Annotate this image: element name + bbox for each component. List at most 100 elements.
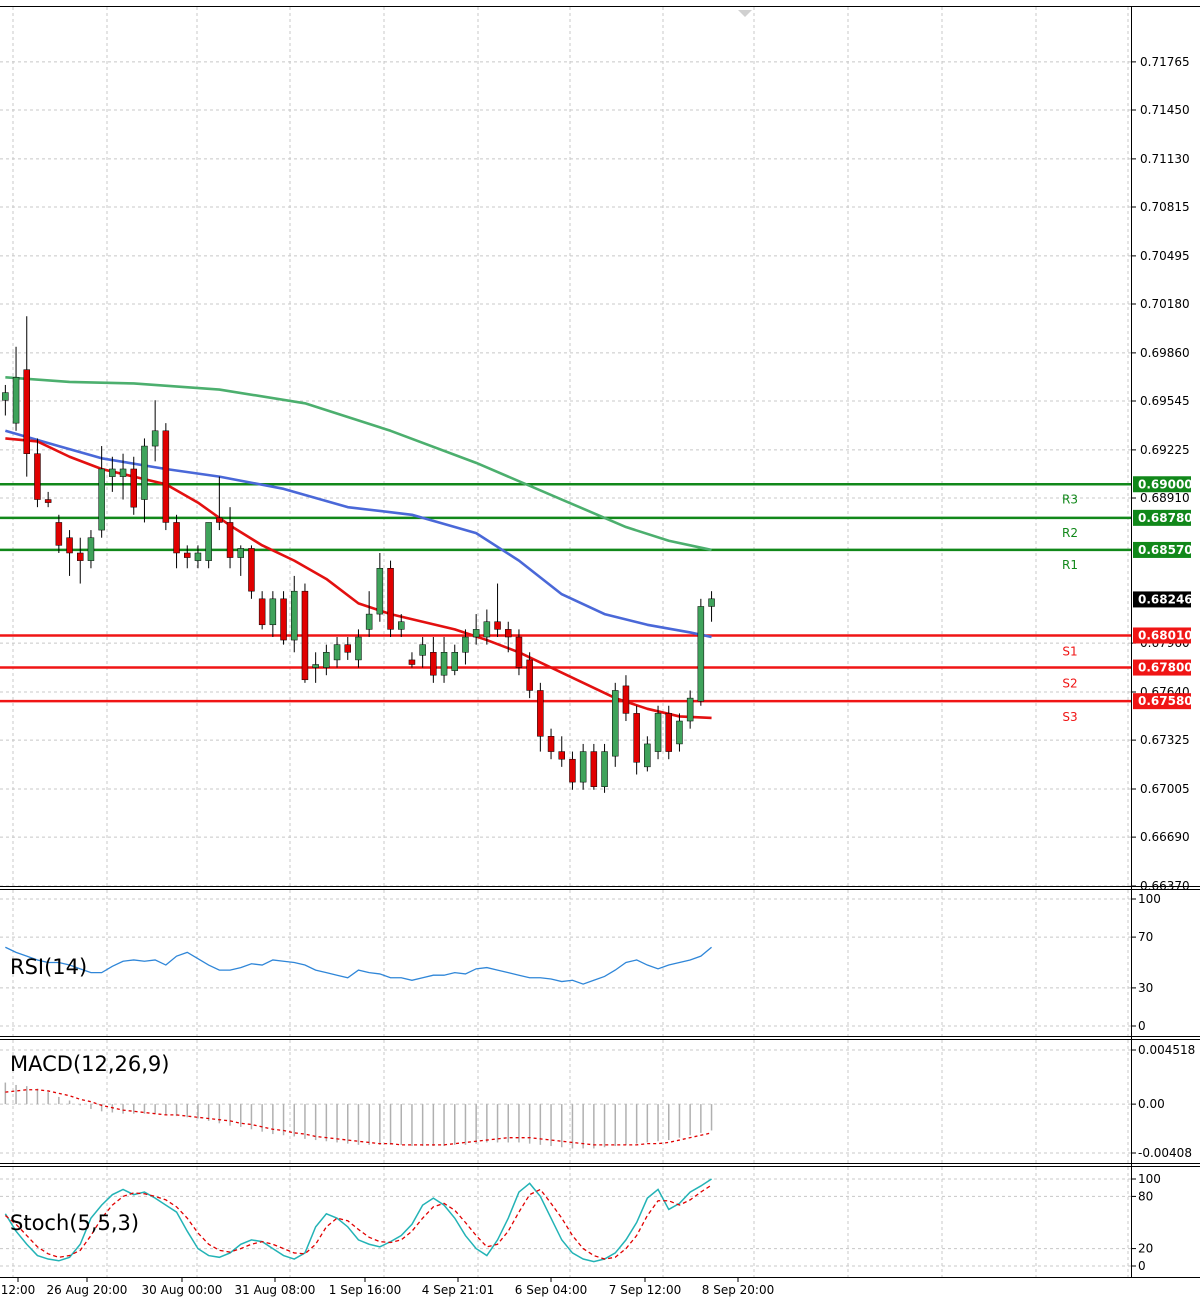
candle-body-bear bbox=[537, 690, 544, 737]
candle-body-bull bbox=[205, 522, 212, 561]
pane-tick-label: 100 bbox=[1138, 1172, 1161, 1186]
candle-body-bull bbox=[291, 590, 298, 641]
candle-body-bull bbox=[451, 652, 458, 671]
rsi-title: RSI(14) bbox=[10, 955, 87, 979]
pane-tick-label: 0 bbox=[1138, 1019, 1146, 1033]
candle-body-bear bbox=[77, 552, 84, 561]
price-tick-label: 0.67325 bbox=[1140, 733, 1190, 747]
price-tick-label: 0.71765 bbox=[1140, 55, 1190, 69]
candle-body-bull bbox=[269, 598, 277, 626]
level-price-tag-bg bbox=[1133, 476, 1191, 493]
candle-body-bull bbox=[333, 644, 341, 661]
level-price-tag: 0.68780 bbox=[1138, 511, 1193, 525]
time-tick-label: 26 Aug 20:00 bbox=[47, 1283, 128, 1297]
candle-body-bear bbox=[515, 636, 523, 668]
current-price-tag-bg bbox=[1133, 591, 1191, 608]
time-tick-label: 1 Sep 16:00 bbox=[329, 1283, 401, 1297]
candle-body-bull bbox=[312, 664, 319, 668]
time-tick-label: 30 Aug 00:00 bbox=[142, 1283, 223, 1297]
rsi-line bbox=[5, 946, 712, 985]
candle-body-bull bbox=[708, 598, 715, 607]
price-tick-label: 0.70815 bbox=[1140, 200, 1190, 214]
candle-body-bull bbox=[644, 743, 651, 768]
candle-body-bull bbox=[355, 636, 362, 661]
price-tick-label: 0.71130 bbox=[1140, 152, 1190, 166]
level-name-r2: R2 bbox=[1062, 526, 1078, 540]
level-price-tag-bg bbox=[1133, 693, 1191, 710]
stoch-main-line bbox=[4, 1178, 712, 1263]
candle-body-bull bbox=[686, 697, 694, 722]
grid bbox=[0, 7, 1131, 1277]
current-price-tag: 0.68246 bbox=[1138, 592, 1193, 606]
candle-body-bear bbox=[430, 652, 437, 676]
pane-frames bbox=[0, 6, 1200, 1278]
pane-tick-label: 30 bbox=[1138, 981, 1153, 995]
pane-tick-label: 0.00 bbox=[1138, 1097, 1165, 1111]
level-price-tag: 0.68570 bbox=[1138, 543, 1193, 557]
candle-body-bull bbox=[365, 613, 373, 630]
level-tags: 0.69000 0.68780 0.68570 0.68010 0.67800 0.675… bbox=[1133, 476, 1193, 710]
time-tick-label: 4 Sep 21:01 bbox=[422, 1283, 494, 1297]
price-tick-label: 0.68910 bbox=[1140, 491, 1190, 505]
pane-tick-label: 80 bbox=[1138, 1189, 1153, 1203]
time-axis: 12:00 26 Aug 20:00 30 Aug 00:00 31 Aug 08:0… bbox=[1, 1278, 774, 1297]
price-tick-label: 0.66370 bbox=[1140, 879, 1190, 893]
candle-body-bull bbox=[87, 537, 95, 561]
macd-pane: 0.004518 0.00 -0.00408 bbox=[0, 1043, 1195, 1160]
time-tick-label: 31 Aug 08:00 bbox=[235, 1283, 316, 1297]
stoch-title: Stoch(5,5,3) bbox=[10, 1211, 139, 1235]
candle-body-bull bbox=[462, 636, 469, 653]
candle-body-bear bbox=[226, 522, 234, 558]
candle-body-bear bbox=[387, 568, 394, 630]
candle-body-bull bbox=[98, 468, 105, 531]
candles bbox=[2, 316, 715, 793]
pane-tick-label: 0.004518 bbox=[1138, 1043, 1195, 1057]
candle-body-bear bbox=[173, 522, 180, 554]
pane-tick-label: 70 bbox=[1138, 930, 1153, 944]
candle-body-bear bbox=[665, 713, 672, 752]
candle-body-bull bbox=[697, 606, 705, 702]
stoch-signal-line bbox=[4, 1184, 712, 1260]
candle-body-bull bbox=[237, 548, 244, 558]
level-name-s2: S2 bbox=[1062, 677, 1077, 691]
levels: R3 R2 R1 S1 S2 S3 bbox=[0, 483, 1131, 724]
level-price-tag: 0.67580 bbox=[1138, 694, 1193, 708]
time-tick-label: 8 Sep 20:00 bbox=[702, 1283, 774, 1297]
level-name-r1: R1 bbox=[1062, 558, 1078, 572]
level-price-tag: 0.67800 bbox=[1138, 661, 1193, 675]
pane-tick-label: 100 bbox=[1138, 892, 1161, 906]
macd-title: MACD(12,26,9) bbox=[10, 1052, 170, 1076]
candle-body-bear bbox=[558, 751, 565, 760]
candle-body-bear bbox=[130, 468, 137, 508]
candle-body-bear bbox=[23, 369, 30, 454]
stoch-pane: 100 80 20 0 bbox=[0, 1172, 1161, 1273]
candle-body-bull bbox=[141, 445, 148, 500]
level-price-tag: 0.68010 bbox=[1138, 628, 1193, 642]
candle-body-bear bbox=[526, 659, 533, 691]
price-tick-label: 0.71450 bbox=[1140, 103, 1190, 117]
candle-body-bull bbox=[676, 720, 683, 745]
candle-body-bull bbox=[654, 713, 662, 752]
price-axis: 0.71765 0.71450 0.71130 0.70815 0.70495 0.701… bbox=[1131, 55, 1190, 893]
candle-body-bull bbox=[194, 552, 202, 561]
candle-body-bear bbox=[344, 644, 351, 653]
candle-body-bear bbox=[34, 453, 41, 500]
candle-body-bear bbox=[184, 552, 191, 558]
candle-body-bear bbox=[216, 517, 223, 523]
candle-body-bear bbox=[66, 537, 73, 554]
candle-body-bull bbox=[483, 621, 491, 638]
candle-body-bull bbox=[601, 751, 608, 787]
candle-body-bear bbox=[258, 598, 266, 626]
shift-marker-icon bbox=[738, 10, 752, 17]
time-tick-label: 12:00 bbox=[1, 1283, 36, 1297]
level-name-r3: R3 bbox=[1062, 492, 1078, 506]
candle-body-bear bbox=[622, 685, 630, 714]
price-tick-label: 0.69860 bbox=[1140, 346, 1190, 360]
candle-body-bear bbox=[494, 621, 501, 630]
candle-body-bull bbox=[419, 644, 426, 656]
ma_slow-line bbox=[5, 376, 712, 552]
candle-body-bull bbox=[323, 652, 330, 668]
price-tick-label: 0.70495 bbox=[1140, 249, 1190, 263]
ma_mid-line bbox=[4, 429, 712, 639]
candle-body-bull bbox=[151, 430, 159, 447]
